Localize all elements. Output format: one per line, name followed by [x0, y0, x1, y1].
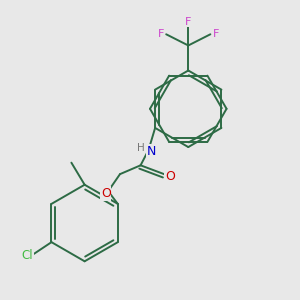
Text: F: F	[158, 29, 164, 39]
Text: N: N	[147, 145, 156, 158]
Text: H: H	[137, 142, 145, 153]
Text: F: F	[212, 29, 219, 39]
Text: F: F	[185, 17, 191, 27]
Text: Cl: Cl	[22, 249, 33, 262]
Text: O: O	[165, 170, 175, 183]
Text: O: O	[101, 187, 111, 200]
